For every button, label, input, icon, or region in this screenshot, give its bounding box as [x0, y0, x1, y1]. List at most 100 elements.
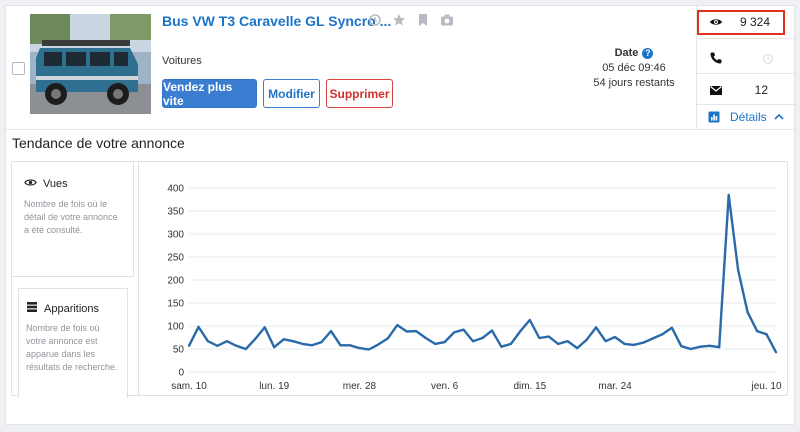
data-point[interactable] — [642, 341, 645, 344]
data-point[interactable] — [187, 344, 191, 347]
data-point[interactable] — [727, 193, 730, 196]
metric-views-description: Nombre de fois où le détail de votre ann… — [24, 199, 118, 235]
stats-divider — [697, 73, 797, 74]
data-point[interactable] — [566, 340, 569, 343]
data-point[interactable] — [386, 337, 389, 340]
data-point[interactable] — [405, 330, 408, 333]
remaining-days: 54 jours restants — [593, 77, 675, 89]
data-point[interactable] — [263, 326, 266, 329]
data-point[interactable] — [329, 329, 333, 333]
data-point[interactable] — [557, 342, 560, 346]
data-point[interactable] — [292, 340, 295, 343]
details-toggle[interactable]: Détails — [697, 104, 796, 129]
boost-button[interactable]: Vendez plus vite — [162, 79, 257, 108]
data-point[interactable] — [310, 344, 314, 347]
data-point[interactable] — [235, 344, 238, 347]
data-point[interactable] — [699, 345, 702, 348]
history-icon[interactable] — [368, 13, 382, 27]
data-point[interactable] — [282, 338, 285, 341]
data-point[interactable] — [576, 346, 579, 350]
data-point[interactable] — [755, 329, 759, 333]
data-point[interactable] — [339, 344, 342, 347]
data-point[interactable] — [746, 311, 749, 314]
data-point[interactable] — [320, 341, 323, 344]
data-point[interactable] — [377, 343, 380, 346]
select-checkbox[interactable] — [12, 62, 25, 75]
data-point[interactable] — [765, 333, 768, 336]
metric-appearances-description: Nombre de fois où votre annonce est appa… — [26, 323, 118, 372]
listing-category: Voitures — [162, 55, 202, 67]
data-point[interactable] — [509, 342, 513, 346]
data-point[interactable] — [443, 341, 446, 344]
data-point[interactable] — [206, 340, 210, 343]
data-point[interactable] — [718, 346, 721, 349]
delete-button[interactable]: Supprimer — [326, 79, 393, 108]
data-point[interactable] — [273, 346, 276, 349]
data-point[interactable] — [225, 340, 228, 343]
views-count: 9 324 — [739, 14, 770, 29]
data-point[interactable] — [661, 333, 664, 336]
data-point[interactable] — [434, 342, 437, 346]
camera-icon[interactable] — [440, 13, 454, 27]
data-point[interactable] — [481, 336, 484, 340]
listing-photo[interactable] — [30, 14, 151, 114]
metric-views-head: Vues — [24, 176, 121, 193]
data-point[interactable] — [737, 268, 740, 271]
data-point[interactable] — [547, 335, 550, 338]
data-point[interactable] — [519, 329, 522, 333]
details-label: Détails — [730, 110, 767, 124]
data-point[interactable] — [490, 329, 494, 332]
data-point[interactable] — [358, 346, 361, 350]
messages-count: 12 — [754, 82, 768, 97]
van-photo-icon — [30, 14, 151, 114]
data-point[interactable] — [452, 331, 456, 334]
data-point[interactable] — [197, 325, 200, 329]
data-point[interactable] — [632, 343, 636, 346]
chevron-up-icon — [773, 111, 785, 126]
data-point[interactable] — [689, 347, 692, 351]
data-point[interactable] — [348, 344, 352, 347]
data-point[interactable] — [367, 348, 370, 351]
date-block: Date ? 05 déc 09:46 54 jours restants — [584, 46, 684, 91]
help-icon[interactable]: ? — [642, 48, 654, 59]
stats-divider — [697, 104, 797, 105]
data-point[interactable] — [538, 336, 541, 340]
data-point[interactable] — [500, 345, 503, 348]
data-point[interactable] — [595, 326, 598, 329]
data-point[interactable] — [708, 344, 711, 347]
data-point[interactable] — [396, 323, 399, 327]
star-icon[interactable] — [392, 13, 406, 27]
modify-button[interactable]: Modifier — [263, 79, 320, 108]
metric-views-card[interactable]: Vues Nombre de fois où le détail de votr… — [12, 162, 134, 277]
y-tick-label: 50 — [173, 345, 185, 356]
y-tick-label: 250 — [167, 253, 184, 264]
data-point[interactable] — [301, 342, 304, 346]
listing-card: Bus VW T3 Caravelle GL Syncro ... Voitur… — [5, 5, 797, 425]
phone-icon — [709, 51, 723, 65]
data-point[interactable] — [244, 347, 247, 351]
x-tick-label: ven. 6 — [431, 381, 459, 392]
data-point[interactable] — [613, 335, 617, 339]
date-label: Date — [614, 47, 639, 59]
data-point[interactable] — [670, 326, 673, 329]
data-point[interactable] — [585, 338, 588, 341]
stats-panel: 9 324 12 — [696, 6, 797, 129]
data-point[interactable] — [680, 345, 683, 348]
x-tick-label: mer. 28 — [343, 381, 377, 392]
data-point[interactable] — [651, 337, 655, 340]
data-point[interactable] — [528, 318, 531, 322]
views-highlight — [697, 10, 785, 35]
data-point[interactable] — [216, 344, 219, 347]
data-point[interactable] — [254, 337, 257, 340]
data-point[interactable] — [424, 336, 427, 340]
listing-title[interactable]: Bus VW T3 Caravelle GL Syncro ... — [162, 13, 392, 29]
data-point[interactable] — [471, 340, 475, 343]
data-point[interactable] — [415, 329, 418, 333]
data-point[interactable] — [462, 328, 465, 331]
data-point[interactable] — [623, 342, 626, 346]
metric-appearances-card[interactable]: Apparitions Nombre de fois où votre anno… — [18, 288, 128, 398]
data-point[interactable] — [774, 351, 778, 354]
eye-icon — [709, 15, 723, 29]
data-point[interactable] — [604, 340, 607, 343]
bookmark-icon[interactable] — [416, 13, 430, 27]
